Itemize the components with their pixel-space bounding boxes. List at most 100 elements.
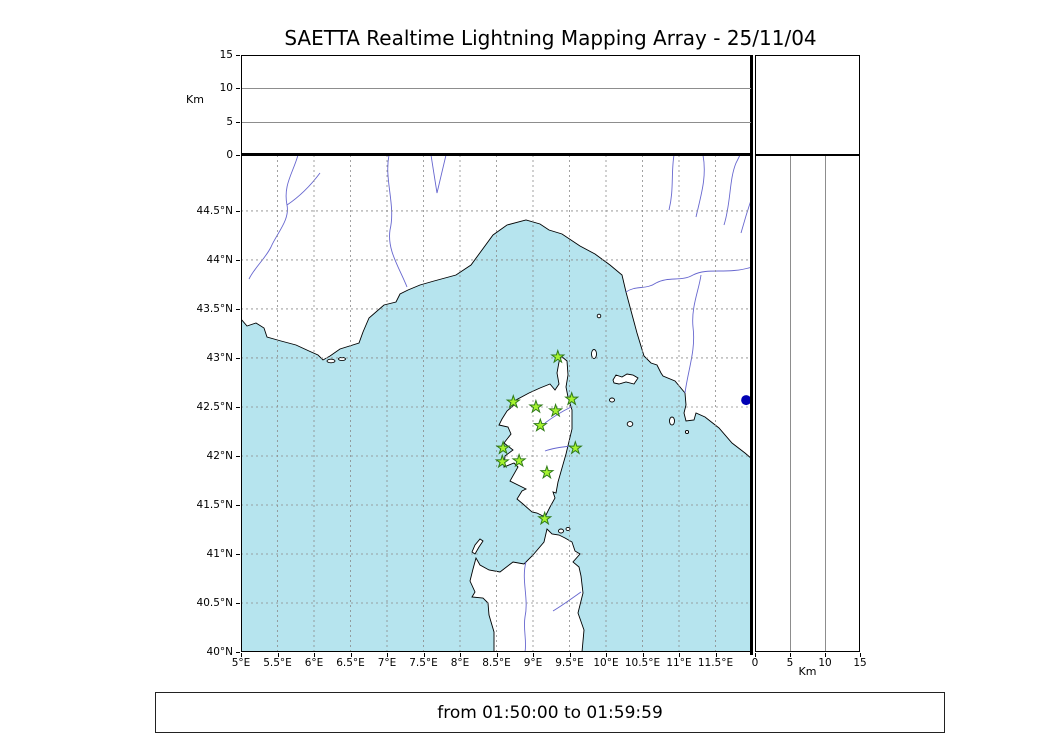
alt-right-tickmark [755, 653, 756, 657]
altitude-axis-unit-label: Km [186, 93, 204, 106]
alt-right-tickmark [860, 653, 861, 657]
distance-axis-unit-label: Km [798, 665, 817, 678]
lat-tick-label: 43.5°N [196, 302, 233, 315]
lon-tickmark [423, 653, 425, 657]
lat-tickmark [236, 602, 240, 604]
alt-right-tickmark [825, 653, 826, 657]
time-range-text: from 01:50:00 to 01:59:59 [437, 702, 663, 723]
lon-tickmark [460, 653, 461, 657]
station-marker [528, 398, 544, 414]
lon-tick-label: 7°E [377, 657, 397, 669]
river [286, 172, 321, 206]
capraia-island [591, 349, 597, 359]
lon-tick-label: 5.5°E [263, 657, 292, 669]
lat-tick-label: 40°N [206, 646, 233, 658]
river [430, 155, 447, 194]
station-marker [505, 394, 521, 409]
river [668, 155, 675, 211]
lon-tickmark [533, 653, 534, 657]
river [248, 155, 299, 280]
lon-tick-label: 6°E [304, 657, 324, 669]
alt-left-tickmark [236, 155, 240, 156]
axis-frame-line-vertical [750, 55, 753, 655]
hyeres-island [326, 358, 336, 364]
station-markers [494, 348, 583, 526]
lat-tickmark [236, 357, 240, 359]
lat-tickmark [236, 652, 240, 653]
river [684, 274, 702, 394]
lat-tickmark [236, 455, 240, 457]
alt-right-tick-label: 15 [853, 657, 867, 669]
maddalena-island [565, 526, 571, 532]
station-marker [567, 440, 583, 455]
alt-right-tick-label: 0 [751, 657, 759, 669]
montecristo-island [626, 421, 634, 427]
lon-tick-label: 11°E [666, 657, 692, 669]
page-title: SAETTA Realtime Lightning Mapping Array … [284, 26, 817, 50]
elba-island [612, 373, 639, 385]
alt-left-tick-label: 15 [219, 49, 233, 61]
lat-tickmark [236, 210, 240, 212]
lat-tick-label: 41°N [206, 547, 233, 560]
alt-left-tick-label: 10 [219, 82, 233, 95]
alt-left-tickmark [236, 88, 240, 90]
lat-tick-label: 43°N [206, 351, 233, 364]
alt-left-tickmark [236, 121, 240, 123]
alt-left-tick-label: 5 [226, 115, 233, 128]
mainland-coast [241, 155, 752, 460]
lon-tick-label: 9.5°E [555, 657, 584, 669]
lon-tickmark [642, 653, 644, 657]
river [552, 591, 582, 612]
river [544, 445, 572, 452]
lon-tickmark [715, 653, 717, 657]
asinara-island [471, 538, 484, 555]
corner-panel [755, 55, 860, 155]
river [625, 266, 752, 293]
event-dot [741, 395, 752, 406]
station-marker [495, 440, 511, 455]
river [695, 155, 705, 218]
lon-tick-label: 5°E [231, 657, 251, 669]
coastline-land [241, 155, 752, 652]
lon-tickmark [350, 653, 352, 657]
lat-tickmark [236, 308, 240, 310]
graticule-grid [241, 155, 752, 652]
sardinia-coast [469, 528, 585, 652]
alt-left-tick-label: 0 [226, 149, 233, 161]
pianosa-island [609, 397, 615, 403]
hyeres-island [338, 356, 346, 362]
river [723, 155, 741, 226]
station-marker [564, 391, 580, 406]
river [387, 155, 408, 288]
station-marker [494, 453, 510, 469]
lat-tickmark [236, 504, 240, 506]
lat-tick-label: 44.5°N [196, 204, 233, 217]
lat-tick-label: 44°N [206, 253, 233, 266]
corsica-coast [498, 355, 573, 518]
alt-right-tick-label: 10 [818, 657, 832, 669]
altitude-gridline [790, 156, 791, 651]
lat-tick-label: 42°N [206, 449, 233, 462]
station-marker [537, 510, 553, 526]
station-marker [532, 417, 548, 432]
giannutri-island [684, 429, 690, 435]
lon-tick-label: 8°E [450, 657, 470, 669]
lon-tickmark [277, 653, 279, 657]
lat-tickmark [236, 406, 240, 408]
maddalena-island [558, 528, 564, 534]
axis-frame-line-horizontal [241, 153, 753, 156]
altitude-longitude-panel [241, 55, 752, 155]
lon-tick-label: 9°E [523, 657, 543, 669]
giglio-island [669, 416, 675, 426]
altitude-gridline [242, 88, 751, 90]
lon-tick-label: 7.5°E [409, 657, 438, 669]
lat-tickmark [236, 259, 240, 261]
river [523, 561, 527, 652]
lon-tickmark [241, 653, 242, 657]
lon-tick-label: 10.5°E [624, 657, 661, 669]
lon-tick-label: 11.5°E [697, 657, 734, 669]
lat-tick-label: 40.5°N [196, 596, 233, 609]
lon-tickmark [496, 653, 498, 657]
time-range-box: from 01:50:00 to 01:59:59 [155, 692, 945, 733]
